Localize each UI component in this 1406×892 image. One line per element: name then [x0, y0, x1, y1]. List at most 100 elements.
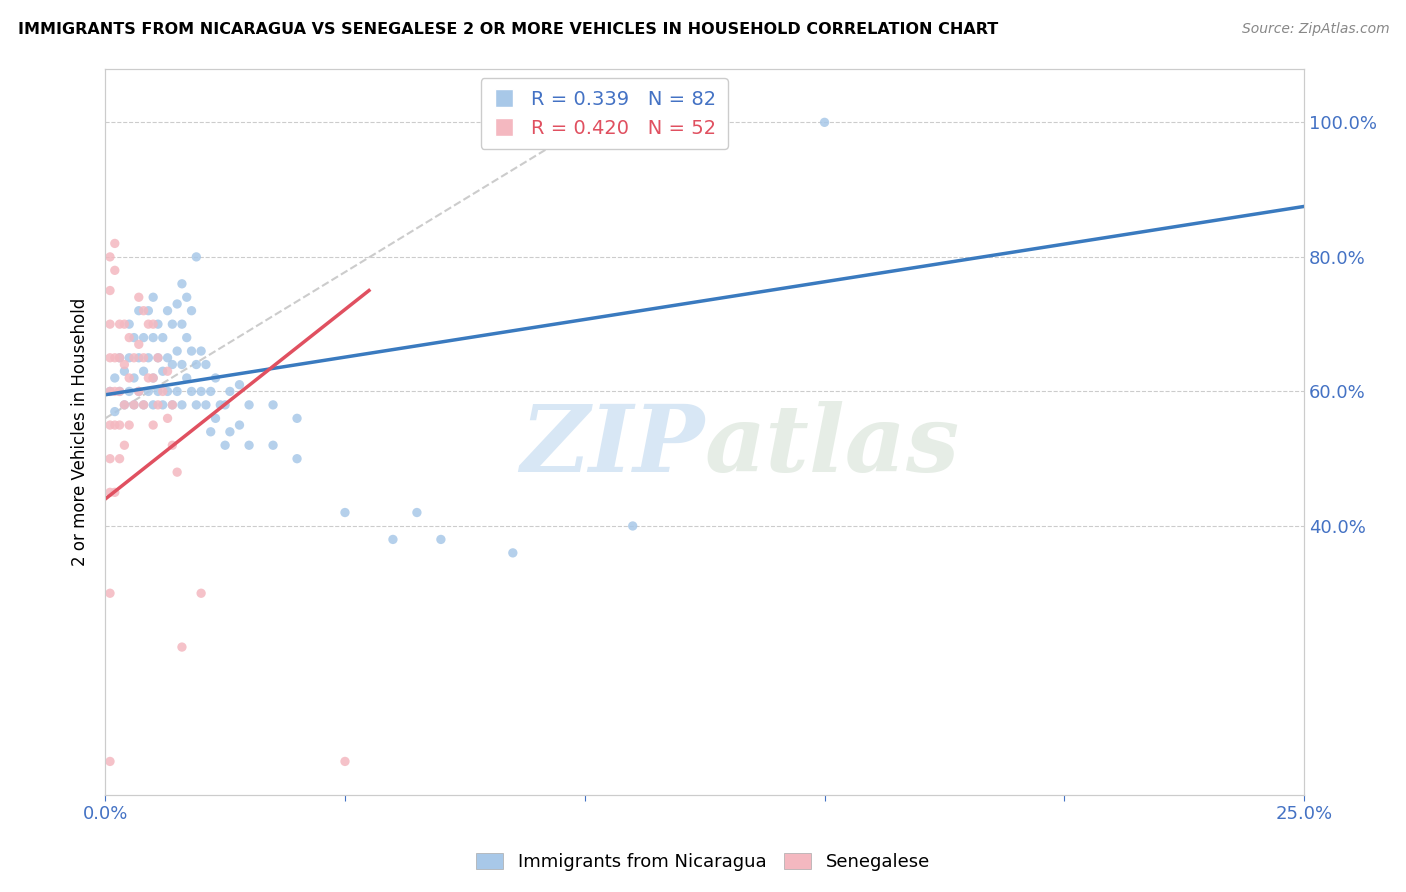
Point — [104, 236, 127, 251]
Point — [98, 755, 121, 769]
Point — [132, 398, 155, 412]
Point — [813, 115, 835, 129]
Point — [108, 317, 131, 331]
Point — [146, 351, 169, 365]
Point — [170, 398, 193, 412]
Point — [98, 418, 121, 433]
Point — [333, 755, 356, 769]
Point — [162, 398, 184, 412]
Point — [138, 384, 160, 399]
Point — [152, 398, 174, 412]
Point — [180, 344, 202, 359]
Point — [98, 250, 121, 264]
Point — [112, 398, 135, 412]
Point — [219, 384, 242, 399]
Point — [204, 371, 226, 385]
Point — [186, 398, 208, 412]
Point — [430, 533, 453, 547]
Point — [162, 317, 184, 331]
Point — [118, 330, 141, 344]
Point — [166, 344, 188, 359]
Point — [138, 371, 160, 385]
Point — [176, 371, 198, 385]
Point — [132, 303, 155, 318]
Text: ZIP: ZIP — [520, 401, 704, 491]
Point — [118, 317, 141, 331]
Point — [170, 317, 193, 331]
Point — [142, 317, 165, 331]
Point — [104, 351, 127, 365]
Point — [98, 317, 121, 331]
Point — [98, 451, 121, 466]
Point — [128, 303, 150, 318]
Point — [132, 330, 155, 344]
Point — [166, 384, 188, 399]
Point — [204, 411, 226, 425]
Point — [122, 398, 145, 412]
Point — [122, 371, 145, 385]
Point — [112, 317, 135, 331]
Point — [132, 364, 155, 378]
Point — [146, 398, 169, 412]
Point — [128, 351, 150, 365]
Point — [104, 404, 127, 418]
Point — [138, 303, 160, 318]
Point — [98, 586, 121, 600]
Point — [142, 290, 165, 304]
Point — [146, 317, 169, 331]
Point — [112, 358, 135, 372]
Point — [122, 398, 145, 412]
Point — [406, 506, 429, 520]
Point — [128, 384, 150, 399]
Point — [262, 398, 284, 412]
Point — [156, 411, 179, 425]
Point — [170, 277, 193, 291]
Point — [108, 384, 131, 399]
Point — [209, 398, 232, 412]
Point — [112, 398, 135, 412]
Point — [381, 533, 404, 547]
Text: Source: ZipAtlas.com: Source: ZipAtlas.com — [1241, 22, 1389, 37]
Point — [166, 297, 188, 311]
Point — [333, 506, 356, 520]
Point — [132, 398, 155, 412]
Legend: Immigrants from Nicaragua, Senegalese: Immigrants from Nicaragua, Senegalese — [468, 846, 938, 879]
Point — [152, 330, 174, 344]
Legend: R = 0.339   N = 82, R = 0.420   N = 52: R = 0.339 N = 82, R = 0.420 N = 52 — [481, 78, 728, 149]
Point — [152, 364, 174, 378]
Point — [190, 586, 212, 600]
Point — [118, 384, 141, 399]
Point — [104, 371, 127, 385]
Point — [200, 425, 222, 439]
Point — [108, 351, 131, 365]
Point — [118, 371, 141, 385]
Point — [138, 351, 160, 365]
Point — [108, 418, 131, 433]
Point — [104, 384, 127, 399]
Point — [122, 351, 145, 365]
Point — [262, 438, 284, 452]
Point — [146, 384, 169, 399]
Point — [285, 451, 308, 466]
Point — [176, 290, 198, 304]
Point — [170, 358, 193, 372]
Point — [138, 317, 160, 331]
Point — [142, 418, 165, 433]
Point — [98, 284, 121, 298]
Point — [228, 418, 250, 433]
Point — [152, 384, 174, 399]
Point — [142, 398, 165, 412]
Point — [104, 418, 127, 433]
Point — [142, 371, 165, 385]
Point — [190, 384, 212, 399]
Point — [118, 418, 141, 433]
Point — [142, 330, 165, 344]
Point — [98, 485, 121, 500]
Point — [186, 250, 208, 264]
Point — [104, 485, 127, 500]
Point — [98, 351, 121, 365]
Point — [156, 384, 179, 399]
Point — [190, 344, 212, 359]
Y-axis label: 2 or more Vehicles in Household: 2 or more Vehicles in Household — [72, 298, 89, 566]
Point — [128, 290, 150, 304]
